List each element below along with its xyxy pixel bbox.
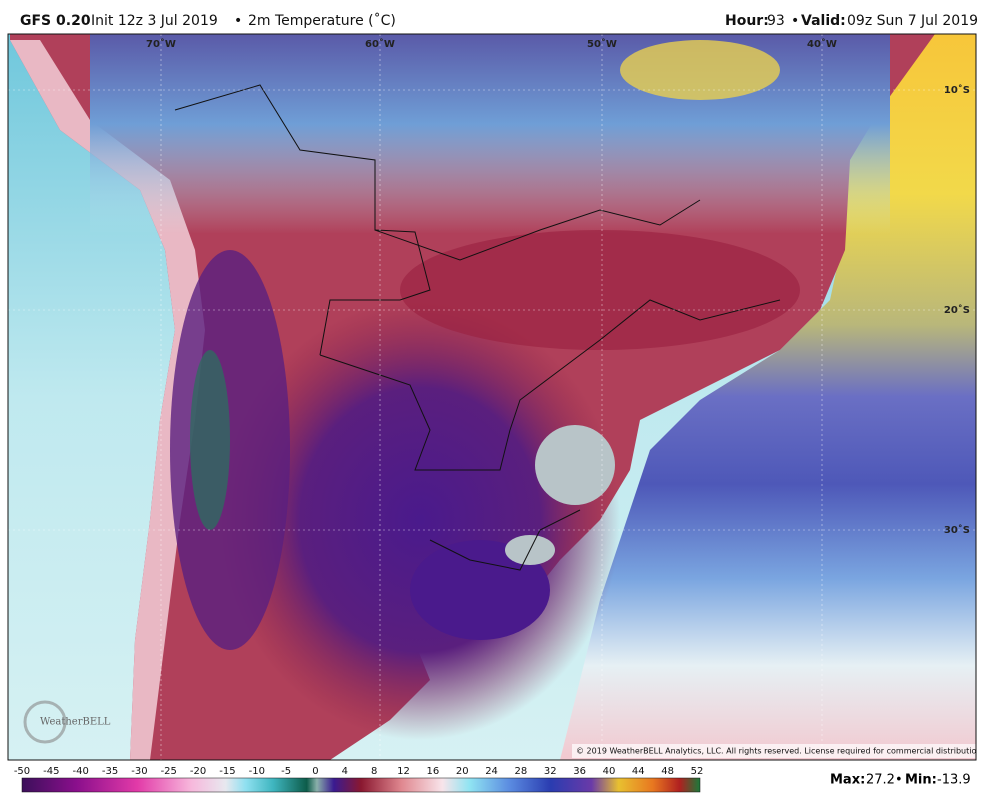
colorbar-tick-label: 24 (485, 766, 498, 777)
map-frame (7, 33, 977, 761)
warm (620, 40, 780, 100)
valid-label: Valid: (801, 13, 846, 29)
colorbar-tick-label: 28 (515, 766, 528, 777)
colorbar-tick-label: -30 (131, 766, 147, 777)
borders (174, 84, 781, 571)
copyright: © 2019 WeatherBELL Analytics, LLC. All r… (576, 747, 984, 756)
colorbar-tick-label: -5 (281, 766, 291, 777)
colorbar-tick-label: 20 (456, 766, 469, 777)
lon-label: 50˚W (587, 38, 617, 50)
min-label: Min: (905, 773, 937, 788)
copyright-bg (572, 744, 976, 758)
logo: WeatherBELL (40, 717, 111, 728)
lon-label: 60˚W (365, 38, 395, 50)
andes-cold (170, 250, 290, 650)
colorbar-tick-label: 16 (427, 766, 440, 777)
colorbar-tick-label: -15 (219, 766, 235, 777)
hour-label: Hour: (725, 13, 769, 29)
andes-snow (190, 350, 230, 530)
lat-label: 30˚S (944, 524, 970, 536)
model: GFS 0.20 (20, 13, 91, 29)
colorbar (21, 777, 701, 793)
colorbar-tick-label: -10 (249, 766, 265, 777)
warm-band (400, 230, 800, 350)
colorbar-tick-label: -25 (161, 766, 177, 777)
colorbar-tick-label: -50 (14, 766, 30, 777)
max-label: Max: (830, 773, 865, 788)
lon-label: 40˚W (807, 38, 837, 50)
map: WeatherBELL © 2019 WeatherBELL Analytics… (8, 34, 984, 760)
colorbar-tick-label: 36 (573, 766, 586, 777)
map-labels: 70˚W 60˚W 50˚W 40˚W 10˚S 20˚S 30˚S (146, 38, 970, 536)
max: 27.2 (866, 773, 895, 788)
min: -13.9 (937, 773, 971, 788)
colorbar-tick-label: 52 (691, 766, 704, 777)
separator: • (895, 773, 903, 788)
cold-core (410, 540, 550, 640)
colorbar-tick-label: 48 (661, 766, 674, 777)
colorbar-tick-label: -20 (190, 766, 206, 777)
colorbar-tick-label: 8 (371, 766, 377, 777)
lat-label: 10˚S (944, 84, 970, 96)
colorbar-tick-label: -40 (73, 766, 89, 777)
logo-mark (23, 700, 67, 744)
colorbar-tick-label: 0 (312, 766, 318, 777)
valid: 09z Sun 7 Jul 2019 (847, 13, 978, 29)
hour: 93 (767, 13, 785, 29)
colorbar-tick-label: -35 (102, 766, 118, 777)
colorbar-tick-label: 40 (603, 766, 616, 777)
colorbar-tick-label: 12 (397, 766, 410, 777)
lon-label: 70˚W (146, 38, 176, 50)
field: 2m Temperature (˚C) (248, 12, 396, 29)
colorbar-tick-label: -45 (43, 766, 59, 777)
separator: • (791, 13, 799, 29)
lat-label: 20˚S (944, 304, 970, 316)
colorbar-tick-label: 4 (342, 766, 348, 777)
init: Init 12z 3 Jul 2019 (91, 13, 218, 29)
colorbar-labels: -50 -45 -40 -35 -30 -25 -20 -15 -10 -5 0 4 8 12 16 20 24… (14, 766, 704, 777)
frost (535, 425, 615, 505)
colorbar-tick-label: 32 (544, 766, 557, 777)
graticule (8, 34, 976, 760)
separator: • (234, 13, 242, 29)
colorbar-tick-label: 44 (632, 766, 645, 777)
